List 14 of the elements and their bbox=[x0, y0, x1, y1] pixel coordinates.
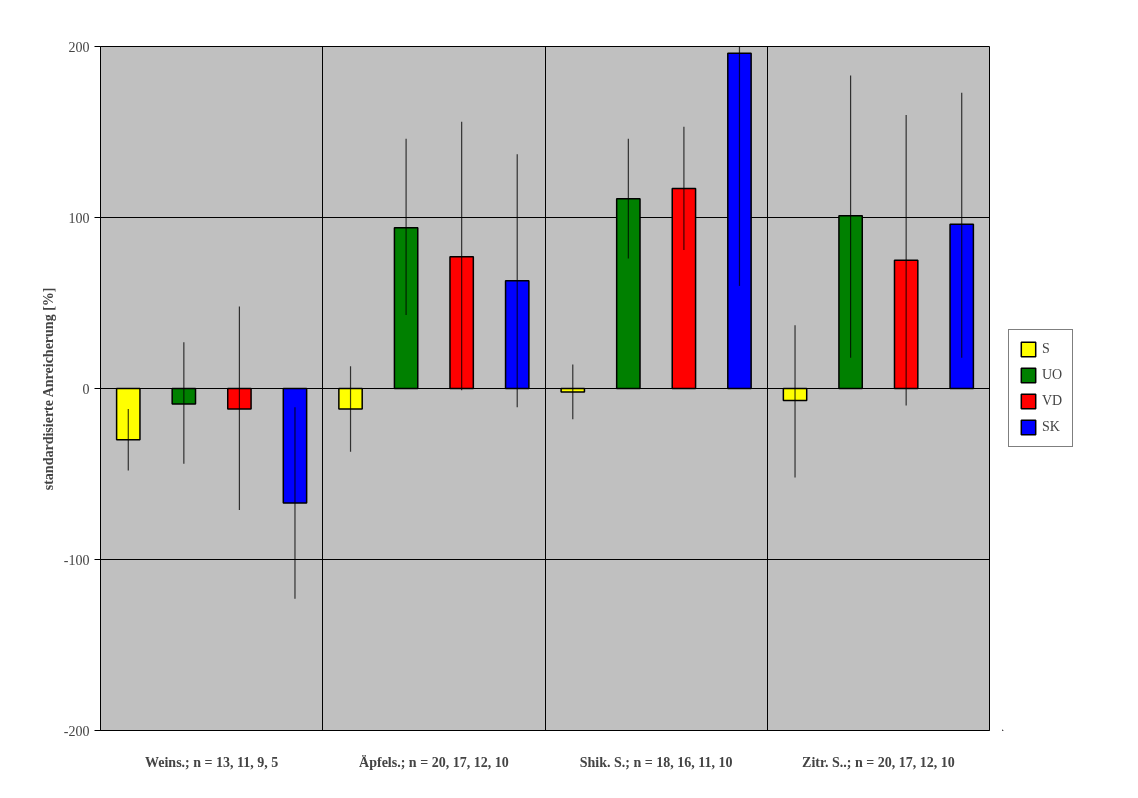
x-tick-label: Weins.; n = 13, 11, 9, 5 bbox=[145, 754, 279, 770]
y-tick-label: -200 bbox=[63, 723, 90, 739]
y-tick-label: 200 bbox=[68, 39, 90, 55]
x-tick-label: Shik. S.; n = 18, 16, 11, 10 bbox=[579, 754, 733, 770]
y-axis-title: standardisierte Anreicherung [%] bbox=[40, 287, 56, 491]
y-tick-label: -100 bbox=[63, 552, 90, 568]
x-tick-label: Zitr. S..; n = 20, 17, 12, 10 bbox=[802, 754, 955, 770]
legend-label: SK bbox=[1042, 419, 1061, 435]
x-tick-label: Äpfels.; n = 20, 17, 12, 10 bbox=[359, 754, 509, 770]
legend-label: UO bbox=[1042, 367, 1063, 383]
y-tick-label: 0 bbox=[82, 381, 90, 397]
legend-label: S bbox=[1042, 341, 1051, 357]
legend-label: VD bbox=[1042, 393, 1063, 409]
y-tick-label: 100 bbox=[68, 210, 90, 226]
